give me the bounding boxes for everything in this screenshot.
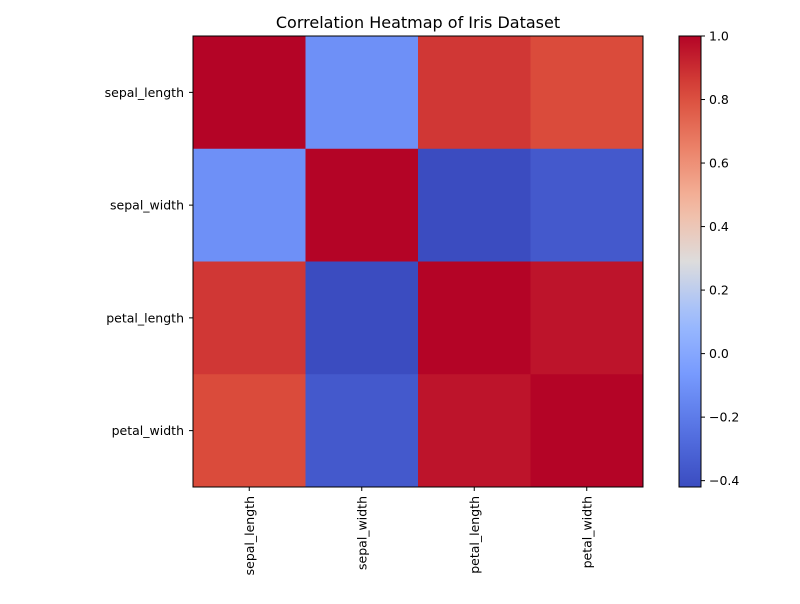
- y-tick-label: sepal_length: [105, 85, 184, 100]
- heatmap-cell-sepal_width-petal_length: [418, 148, 531, 262]
- heatmap-cell-sepal_width-sepal_width: [305, 148, 419, 262]
- heatmap-cell-petal_length-petal_length: [418, 261, 531, 375]
- x-tick-label: petal_length: [467, 496, 482, 574]
- heatmap-cells: [193, 36, 644, 488]
- y-tick-label: sepal_width: [110, 198, 184, 213]
- colorbar-tick-label: 0.8: [709, 92, 729, 107]
- heatmap-cell-sepal_length-sepal_length: [193, 36, 306, 150]
- heatmap-cell-petal_width-sepal_length: [193, 374, 306, 488]
- x-tick-label: sepal_width: [354, 496, 369, 570]
- heatmap-cell-sepal_width-sepal_length: [193, 148, 306, 262]
- colorbar: −0.4 −0.2 0.0 0.2 0.4 0.6 0.8 1.0: [678, 29, 739, 488]
- heatmap-cell-petal_width-sepal_width: [305, 374, 419, 488]
- heatmap-cell-sepal_length-petal_width: [530, 36, 644, 150]
- x-tick-label: sepal_length: [242, 496, 257, 575]
- colorbar-tick-label: 1.0: [709, 29, 729, 44]
- colorbar-tick-label: −0.4: [709, 473, 739, 488]
- colorbar-tick-label: 0.2: [709, 283, 729, 298]
- y-axis-ticks: sepal_length sepal_width petal_lengthpetal…: [105, 85, 193, 438]
- colorbar-tick-label: −0.2: [709, 410, 739, 425]
- colorbar-tick-label: 0.6: [709, 156, 729, 171]
- y-tick-label: petal_width: [112, 423, 184, 438]
- heatmap-cell-petal_width-petal_length: [418, 374, 531, 488]
- x-axis-ticks: sepal_length sepal_width petal_length petal…: [242, 487, 594, 575]
- x-tick-label: petal_width: [579, 496, 594, 568]
- plot-frame: [192, 35, 644, 488]
- colorbar-scale: [678, 35, 702, 488]
- heatmap-cell-petal_length-sepal_width: [305, 261, 419, 375]
- chart-title: Correlation Heatmap of Iris Dataset: [276, 13, 560, 32]
- y-tick-label: petal_length: [106, 310, 184, 325]
- heatmap-cell-petal_length-sepal_length: [193, 261, 306, 375]
- heatmap-cell-sepal_length-sepal_width: [305, 36, 419, 150]
- colorbar-tick-label: 0.0: [709, 346, 729, 361]
- heatmap-cell-petal_length-petal_width: [530, 261, 644, 375]
- heatmap-cell-petal_width-petal_width: [530, 374, 644, 488]
- colorbar-tick-label: 0.4: [709, 219, 729, 234]
- heatmap-cell-sepal_length-petal_length: [418, 36, 531, 150]
- heatmap-cell-sepal_width-petal_width: [530, 148, 644, 262]
